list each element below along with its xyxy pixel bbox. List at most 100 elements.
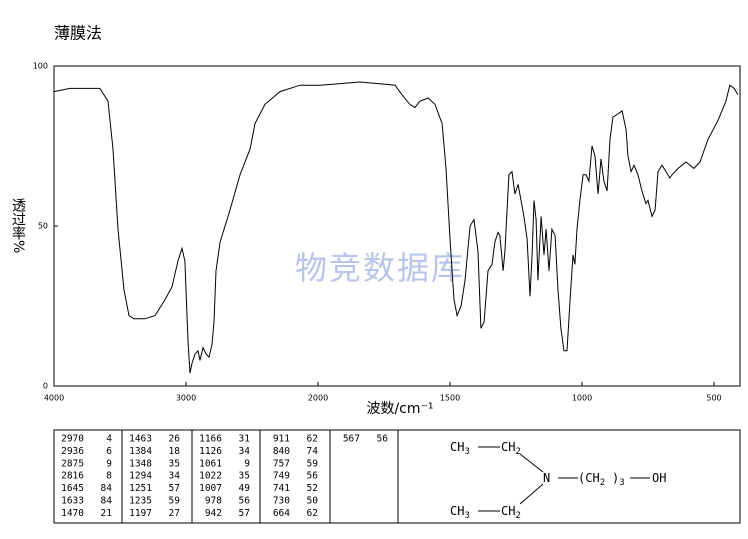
- peak-wavenumber: 2970: [61, 434, 84, 445]
- peak-transmittance: 50: [307, 496, 319, 507]
- structure-group: N: [543, 471, 550, 485]
- structure-group: OH: [652, 471, 666, 485]
- peak-wavenumber: 1007: [199, 483, 222, 494]
- peak-transmittance: 8: [106, 471, 112, 482]
- plot-frame: [53, 65, 741, 387]
- x-tick-label: 1500: [440, 394, 460, 403]
- peak-transmittance: 26: [169, 434, 181, 445]
- peak-wavenumber: 757: [273, 458, 290, 469]
- peak-wavenumber: 1166: [199, 434, 222, 445]
- peak-wavenumber: 942: [205, 508, 222, 519]
- group-text: CH: [501, 504, 515, 518]
- x-tick-label: 4000: [44, 394, 64, 403]
- peak-transmittance: 74: [307, 446, 319, 457]
- structure-group: CH3: [450, 504, 470, 521]
- peak-wavenumber: 1633: [61, 496, 84, 507]
- peak-transmittance: 9: [106, 458, 112, 469]
- peak-wavenumber: 911: [273, 434, 290, 445]
- spectrum-line: [53, 81, 739, 374]
- watermark: 物竞数据库: [295, 249, 465, 287]
- group-subscript: 2: [515, 511, 520, 521]
- peak-wavenumber: 1022: [199, 471, 222, 482]
- table-dividers: [121, 430, 399, 523]
- peak-transmittance: 62: [307, 434, 318, 445]
- group-text: CH: [450, 440, 464, 454]
- group-subscript: 2: [600, 478, 605, 488]
- y-axis-label: 透过率%: [10, 198, 26, 253]
- group-subscript: 2: [515, 447, 520, 457]
- peak-wavenumber: 1294: [129, 471, 152, 482]
- peak-transmittance: 6: [106, 446, 112, 457]
- peak-transmittance: 52: [307, 483, 318, 494]
- peak-wavenumber: 567: [343, 434, 360, 445]
- peak-transmittance: 57: [169, 483, 180, 494]
- peak-transmittance: 34: [239, 446, 251, 457]
- peak-transmittance: 34: [169, 471, 181, 482]
- group-text: ): [612, 471, 619, 485]
- peak-transmittance: 84: [101, 483, 113, 494]
- peak-wavenumber: 741: [273, 483, 290, 494]
- group-text: OH: [652, 471, 666, 485]
- peak-transmittance: 35: [169, 458, 180, 469]
- x-tick-label: 2000: [308, 394, 328, 403]
- peak-transmittance: 56: [307, 471, 319, 482]
- bond: [519, 483, 544, 505]
- peak-transmittance: 9: [244, 458, 250, 469]
- x-tick-label: 3000: [176, 394, 196, 403]
- structure-group: CH2: [501, 440, 521, 457]
- peak-wavenumber: 1197: [129, 508, 152, 519]
- y-tick-label: 100: [33, 62, 48, 71]
- peak-transmittance: 84: [101, 496, 113, 507]
- peak-wavenumber: 1251: [129, 483, 152, 494]
- peak-wavenumber: 1463: [129, 434, 152, 445]
- structure-group: (CH2: [578, 471, 605, 488]
- page-title: 薄膜法: [54, 24, 102, 43]
- peak-transmittance: 49: [239, 483, 251, 494]
- peak-wavenumber: 1235: [129, 496, 152, 507]
- peak-transmittance: 21: [101, 508, 113, 519]
- peak-wavenumber: 1126: [199, 446, 222, 457]
- group-text: (CH: [578, 471, 600, 485]
- group-subscript: 3: [464, 447, 469, 457]
- x-tick-label: 500: [706, 394, 721, 403]
- peak-wavenumber: 2816: [61, 471, 84, 482]
- peak-wavenumber: 1645: [61, 483, 84, 494]
- peak-transmittance: 59: [169, 496, 181, 507]
- peak-transmittance: 62: [307, 508, 318, 519]
- peak-wavenumber: 1384: [129, 446, 152, 457]
- y-tick-label: 50: [38, 222, 48, 231]
- peak-transmittance: 56: [377, 434, 389, 445]
- peak-wavenumber: 2936: [61, 446, 84, 457]
- peak-transmittance: 59: [307, 458, 319, 469]
- x-tick-label: 1000: [572, 394, 592, 403]
- peak-wavenumber: 1061: [199, 458, 222, 469]
- y-tick-label: 0: [43, 382, 48, 391]
- peak-wavenumber: 840: [273, 446, 290, 457]
- group-text: CH: [501, 440, 515, 454]
- peak-transmittance: 35: [239, 471, 250, 482]
- peak-transmittance: 56: [239, 496, 251, 507]
- x-axis-label: 波数/cm⁻¹: [366, 401, 433, 417]
- peak-wavenumber: 749: [273, 471, 290, 482]
- structure-group: CH3: [450, 440, 470, 457]
- peak-transmittance: 31: [239, 434, 251, 445]
- peak-transmittance: 4: [106, 434, 112, 445]
- structure-group: CH2: [501, 504, 521, 521]
- peak-wavenumber: 1470: [61, 508, 84, 519]
- structure-group: )3: [612, 471, 625, 488]
- bond: [519, 453, 544, 473]
- structure-bonds: [478, 446, 650, 512]
- peak-transmittance: 18: [169, 446, 181, 457]
- peak-wavenumber: 1348: [129, 458, 152, 469]
- group-subscript: 3: [464, 511, 469, 521]
- peak-transmittance: 57: [239, 508, 250, 519]
- peak-wavenumber: 730: [273, 496, 290, 507]
- peak-transmittance: 27: [169, 508, 180, 519]
- peak-wavenumber: 978: [205, 496, 222, 507]
- peak-wavenumber: 2875: [61, 458, 84, 469]
- peak-table-frame: [53, 429, 741, 524]
- group-text: N: [543, 471, 550, 485]
- group-text: CH: [450, 504, 464, 518]
- group-subscript: 3: [619, 478, 624, 488]
